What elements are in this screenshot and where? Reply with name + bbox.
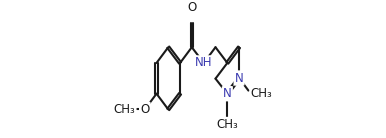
Text: CH₃: CH₃ (251, 87, 273, 100)
Text: N: N (223, 87, 232, 100)
Text: O: O (187, 1, 196, 14)
Text: NH: NH (195, 56, 213, 69)
Text: CH₃: CH₃ (217, 118, 238, 131)
Text: CH₃: CH₃ (113, 103, 135, 116)
Text: N: N (235, 71, 244, 84)
Text: O: O (140, 103, 149, 116)
